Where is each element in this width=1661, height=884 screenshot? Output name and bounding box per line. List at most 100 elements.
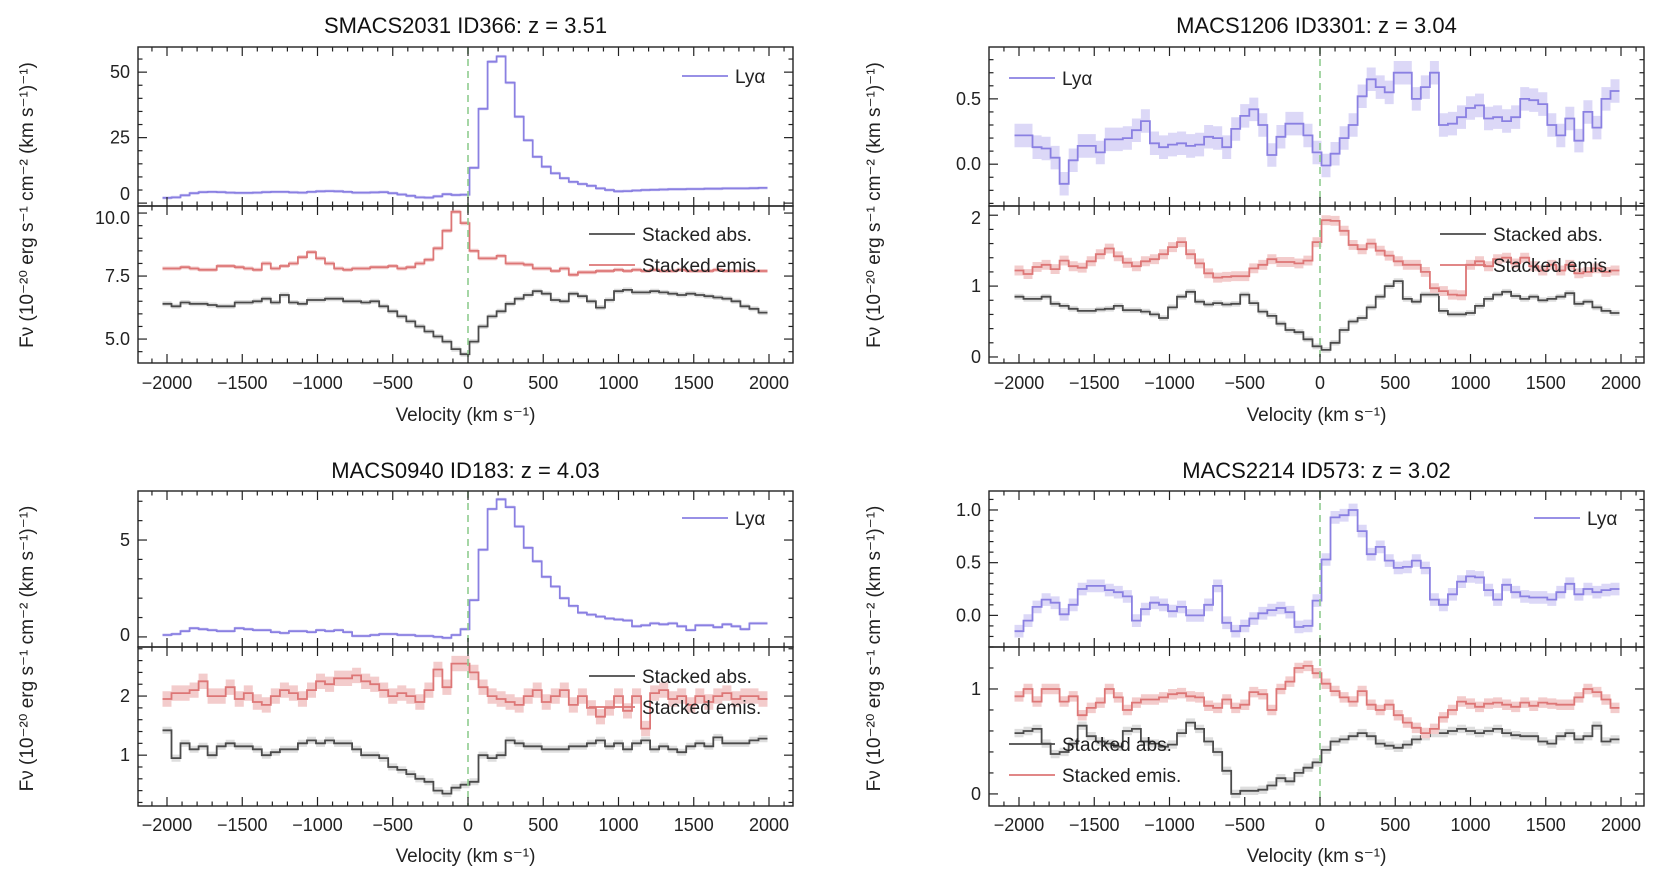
panel-title: MACS0940 ID183: z = 4.03 — [331, 458, 599, 483]
x-tick-label: −2000 — [994, 815, 1045, 835]
legend-label: Lyα — [735, 67, 765, 88]
series-line-stacked-emis- — [162, 662, 768, 730]
legend: Stacked abs. Stacked emis. — [1440, 225, 1612, 277]
x-tick-label: 1500 — [1526, 815, 1566, 835]
y-tick-label: 5.0 — [105, 329, 130, 349]
series-line-stacked-abs- — [162, 729, 768, 795]
x-tick-label: −500 — [1224, 373, 1265, 393]
axes-frame — [137, 46, 794, 207]
legend-label: Stacked emis. — [1493, 256, 1612, 277]
axes-frame — [988, 490, 1645, 648]
legend-label: Stacked abs. — [1062, 735, 1172, 756]
x-tick-label: 0 — [463, 373, 473, 393]
axes-frame — [988, 205, 1645, 364]
plot-area — [1014, 206, 1620, 363]
error-band — [1014, 278, 1620, 353]
panel-1: SMACS2031 ID366: z = 3.51 0 25 50 Lyα 5.0 7.5 1… — [17, 13, 794, 426]
x-tick-label: 1500 — [674, 373, 714, 393]
x-tick-label: 0 — [1315, 815, 1325, 835]
plot-area — [162, 206, 768, 363]
legend: Lyα — [1534, 509, 1617, 530]
y-tick-label: 1 — [120, 745, 130, 765]
y-tick-label: 7.5 — [105, 266, 130, 286]
x-tick-label: 1500 — [674, 815, 714, 835]
panel-2: MACS1206 ID3301: z = 3.04 0.0 0.5 Lyα 0 1 2 Sta… — [864, 13, 1645, 426]
axes-frame — [137, 205, 794, 364]
legend: Lyα — [682, 67, 765, 88]
series-line-stacked-emis- — [162, 210, 768, 276]
y-tick-label: 0 — [971, 347, 981, 367]
plot-area — [1014, 647, 1620, 806]
x-tick-label: 1000 — [598, 815, 638, 835]
y-axis-label: Fν (10⁻²⁰ erg s⁻¹ cm⁻² (km s⁻¹)⁻¹) — [864, 62, 885, 348]
upper-subplot: 0.0 0.5 Lyα — [956, 46, 1645, 207]
error-band — [162, 497, 768, 640]
series-line-stacked-abs- — [162, 289, 768, 356]
x-tick-label: −500 — [1224, 815, 1265, 835]
x-tick-label: −1000 — [1144, 373, 1195, 393]
x-tick-label: 500 — [1380, 815, 1410, 835]
legend-label: Stacked emis. — [642, 698, 761, 719]
plot-area — [1014, 491, 1620, 647]
x-tick-label: −1000 — [1144, 815, 1195, 835]
x-tick-label: 1000 — [598, 373, 638, 393]
axes-frame — [137, 490, 794, 648]
x-tick-label: −1000 — [292, 815, 343, 835]
panel-4: MACS2214 ID573: z = 3.02 0.0 0.5 1.0 Lyα 0 1 St… — [864, 458, 1645, 867]
x-tick-label: 500 — [528, 815, 558, 835]
y-tick-label: 0 — [120, 184, 130, 204]
error-band — [1014, 61, 1620, 196]
y-tick-label: 1 — [971, 276, 981, 296]
y-axis-label: Fν (10⁻²⁰ erg s⁻¹ cm⁻² (km s⁻¹)⁻¹) — [17, 506, 38, 792]
y-tick-label: 25 — [110, 128, 130, 148]
y-tick-label: 2 — [971, 208, 981, 228]
x-tick-label: −500 — [372, 373, 413, 393]
series-line-ly- — [162, 498, 768, 639]
legend: Stacked abs. Stacked emis. — [589, 667, 761, 719]
y-axis-label: Fν (10⁻²⁰ erg s⁻¹ cm⁻² (km s⁻¹)⁻¹) — [864, 506, 885, 792]
error-band — [1014, 215, 1620, 301]
x-tick-label: 2000 — [749, 373, 789, 393]
x-tick-label: 0 — [463, 815, 473, 835]
x-axis-label: Velocity (km s⁻¹) — [396, 405, 536, 426]
legend-label: Lyα — [1062, 69, 1092, 90]
legend: Stacked abs. Stacked emis. — [589, 225, 761, 277]
y-tick-label: 5 — [120, 530, 130, 550]
series-line-ly- — [1014, 71, 1620, 185]
x-tick-label: 500 — [1380, 373, 1410, 393]
y-tick-label: 0 — [971, 784, 981, 804]
plot-area — [1014, 47, 1620, 206]
lower-subplot: 5.0 7.5 10.0 Stacked abs. Stacked emis. — [95, 205, 794, 364]
legend: Stacked abs. Stacked emis. — [1009, 735, 1181, 787]
x-axis-label: Velocity (km s⁻¹) — [1247, 846, 1387, 867]
x-tick-label: 2000 — [1601, 815, 1641, 835]
x-tick-label: −1500 — [217, 815, 268, 835]
series-line-stacked-abs- — [1014, 280, 1620, 351]
error-band — [162, 655, 768, 737]
error-band — [162, 54, 768, 200]
plot-area — [162, 47, 768, 206]
y-tick-label: 2 — [120, 686, 130, 706]
legend-label: Stacked emis. — [642, 256, 761, 277]
x-tick-label: 1500 — [1526, 373, 1566, 393]
y-tick-label: 1 — [971, 679, 981, 699]
error-band — [162, 726, 768, 798]
x-tick-label: −2000 — [994, 373, 1045, 393]
x-axis-label: Velocity (km s⁻¹) — [1247, 405, 1387, 426]
y-tick-label: 0 — [120, 625, 130, 645]
legend-label: Stacked abs. — [642, 225, 752, 246]
y-tick-label: 0.5 — [956, 553, 981, 573]
series-line-stacked-emis- — [1014, 219, 1620, 297]
series-line-stacked-abs- — [1014, 721, 1620, 795]
error-band — [1014, 660, 1620, 739]
panel-title: MACS1206 ID3301: z = 3.04 — [1176, 13, 1457, 38]
y-tick-label: 50 — [110, 62, 130, 82]
plot-area — [162, 647, 768, 806]
legend-label: Lyα — [735, 509, 765, 530]
lower-subplot: 0 1 Stacked abs. Stacked emis. — [971, 646, 1645, 807]
panel-title: MACS2214 ID573: z = 3.02 — [1182, 458, 1450, 483]
legend-label: Stacked abs. — [1493, 225, 1603, 246]
upper-subplot: 0 25 50 Lyα — [110, 46, 794, 207]
x-tick-label: −500 — [372, 815, 413, 835]
